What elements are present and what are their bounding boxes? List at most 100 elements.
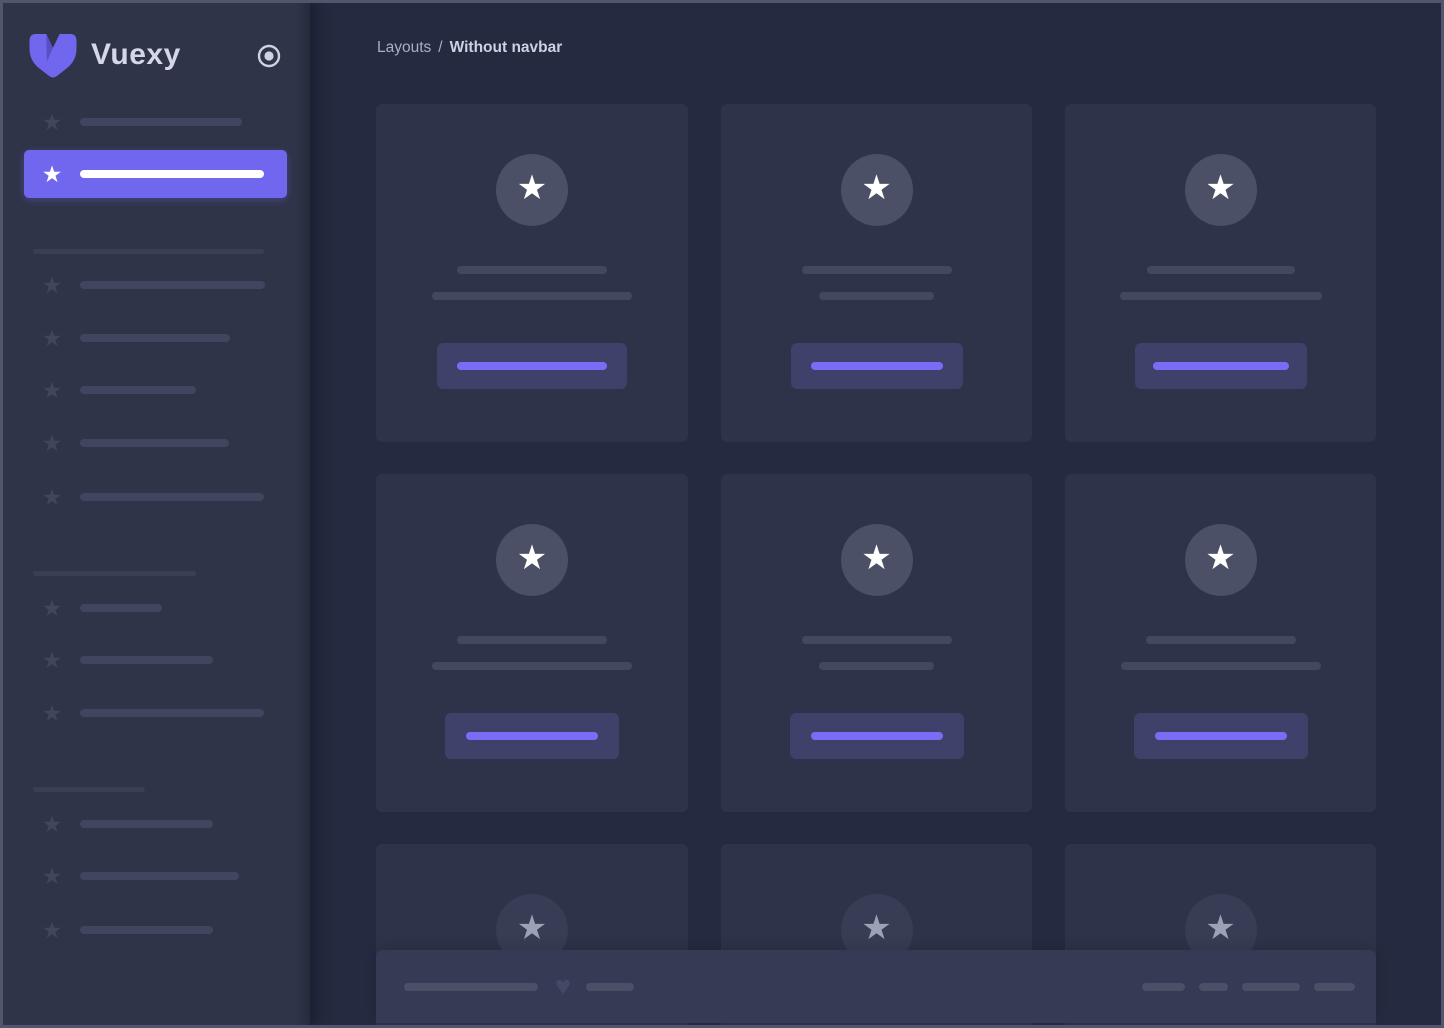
avatar: ★	[1184, 524, 1257, 596]
star-icon: ★	[41, 863, 63, 889]
breadcrumb-current-page: Without navbar	[449, 39, 563, 56]
sidebar-pin-toggle-icon[interactable]	[256, 43, 282, 69]
subtitle-skeleton	[1120, 662, 1321, 670]
star-icon: ★	[41, 484, 63, 510]
card: ★	[721, 104, 1032, 442]
sidebar-item[interactable]: ★	[0, 273, 310, 297]
breadcrumb-separator: /	[438, 39, 443, 56]
card-button[interactable]	[1134, 343, 1307, 389]
menu-section-divider	[33, 249, 264, 254]
footer-link-skeleton	[1199, 982, 1228, 991]
card-button[interactable]	[445, 713, 619, 759]
button-label-skeleton	[810, 732, 943, 740]
sidebar-item[interactable]: ★	[0, 701, 310, 725]
menu-item-label-skeleton	[80, 386, 196, 394]
menu-section-divider	[33, 571, 196, 576]
button-label-skeleton	[810, 362, 943, 370]
star-icon: ★	[41, 700, 63, 726]
main-content: Layouts / Without navbar ★ ★ ★ ★ ★ ★ ★ ★ ★ ♥	[310, 0, 1444, 1028]
subtitle-skeleton	[1119, 292, 1322, 300]
card: ★	[721, 474, 1032, 812]
title-skeleton	[1145, 636, 1296, 644]
title-skeleton	[801, 266, 952, 274]
sidebar-item[interactable]: ★	[0, 110, 310, 134]
menu-item-label-skeleton	[80, 439, 229, 447]
footer-link-skeleton	[1314, 982, 1355, 991]
star-icon: ★	[41, 647, 63, 673]
menu-item-label-skeleton	[80, 493, 264, 501]
breadcrumb-section[interactable]: Layouts	[377, 39, 432, 56]
star-icon: ★	[41, 595, 63, 621]
star-icon: ★	[41, 430, 63, 456]
sidebar-item[interactable]: ★	[0, 378, 310, 402]
star-icon: ★	[41, 161, 63, 187]
subtitle-skeleton	[819, 662, 934, 670]
card-button[interactable]	[789, 713, 964, 759]
star-icon: ★	[516, 169, 548, 207]
footer-text-skeleton	[404, 982, 538, 991]
sidebar-item-active[interactable]: ★	[24, 150, 287, 198]
menu-item-label-skeleton	[80, 820, 213, 828]
star-icon: ★	[41, 109, 63, 135]
sidebar-item[interactable]: ★	[0, 485, 310, 509]
button-label-skeleton	[466, 732, 598, 740]
sidebar-item[interactable]: ★	[0, 812, 310, 836]
star-icon: ★	[1205, 909, 1236, 947]
avatar: ★	[1184, 154, 1257, 226]
card-button[interactable]	[437, 343, 627, 389]
sidebar: Vuexy ★ ★ ★ ★ ★ ★ ★ ★ ★ ★ ★ ★ ★	[0, 0, 310, 1028]
vuexy-logo-icon	[29, 34, 77, 79]
menu-item-label-skeleton	[80, 604, 162, 612]
breadcrumb: Layouts / Without navbar	[377, 39, 562, 57]
sidebar-item[interactable]: ★	[0, 326, 310, 350]
star-icon: ★	[861, 909, 892, 947]
menu-item-label-skeleton	[80, 334, 230, 342]
avatar: ★	[840, 524, 913, 596]
heart-icon: ♥	[555, 971, 572, 1001]
sidebar-header: Vuexy	[0, 34, 310, 82]
card-button[interactable]	[1133, 713, 1308, 759]
star-icon: ★	[41, 917, 63, 943]
sidebar-item[interactable]: ★	[0, 431, 310, 455]
subtitle-skeleton	[432, 292, 632, 300]
menu-item-label-skeleton	[80, 872, 239, 880]
star-icon: ★	[516, 909, 548, 947]
card-grid: ★ ★ ★ ★ ★ ★ ★ ★ ★	[376, 104, 1376, 1028]
menu-item-label-skeleton	[80, 170, 264, 178]
card-button[interactable]	[790, 343, 963, 389]
star-icon: ★	[1205, 539, 1236, 577]
star-icon: ★	[41, 325, 63, 351]
menu-section-divider	[33, 787, 145, 792]
subtitle-skeleton	[819, 292, 934, 300]
menu-item-label-skeleton	[80, 118, 242, 126]
menu-item-label-skeleton	[80, 709, 264, 717]
avatar: ★	[496, 154, 568, 226]
sidebar-item[interactable]: ★	[0, 918, 310, 942]
sidebar-menu: ★ ★ ★ ★ ★ ★ ★ ★ ★ ★ ★ ★ ★	[0, 0, 310, 1028]
brand-title: Vuexy	[91, 38, 181, 71]
star-icon: ★	[861, 169, 892, 207]
sidebar-item[interactable]: ★	[0, 864, 310, 888]
button-label-skeleton	[457, 362, 607, 370]
card: ★	[1065, 104, 1376, 442]
avatar: ★	[840, 154, 913, 226]
sidebar-item[interactable]: ★	[0, 596, 310, 620]
star-icon: ★	[1205, 169, 1236, 207]
title-skeleton	[457, 636, 607, 644]
sidebar-item[interactable]: ★	[0, 648, 310, 672]
star-icon: ★	[41, 377, 63, 403]
star-icon: ★	[41, 272, 63, 298]
title-skeleton	[457, 266, 607, 274]
star-icon: ★	[41, 811, 63, 837]
menu-item-label-skeleton	[80, 281, 265, 289]
title-skeleton	[801, 636, 952, 644]
card: ★	[376, 104, 688, 442]
star-icon: ★	[516, 539, 548, 577]
footer-link-skeleton	[1242, 982, 1300, 991]
button-label-skeleton	[1154, 732, 1287, 740]
card: ★	[376, 474, 688, 812]
star-icon: ★	[861, 539, 892, 577]
footer-links	[1142, 982, 1355, 991]
card: ★	[1065, 474, 1376, 812]
